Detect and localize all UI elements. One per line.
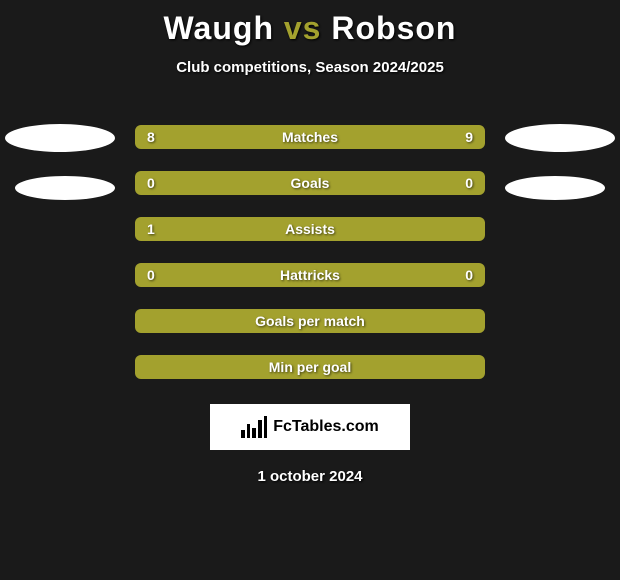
stat-left-value: 0 (147, 267, 155, 283)
stat-bar: 1 Assists (135, 217, 485, 241)
brand-badge: FcTables.com (210, 404, 410, 450)
stat-row: Min per goal (0, 344, 620, 390)
stat-left-value: 0 (147, 175, 155, 191)
stat-label: Goals (291, 175, 330, 191)
date-label: 1 october 2024 (0, 468, 620, 485)
stats-rows: 8 Matches 9 0 Goals 0 1 Assists 0 Hattri… (0, 114, 620, 390)
stat-label: Min per goal (269, 359, 351, 375)
stat-row: 0 Goals 0 (0, 160, 620, 206)
stat-label: Assists (285, 221, 335, 237)
comparison-title: Waugh vs Robson (0, 0, 620, 47)
stat-right-value: 0 (465, 267, 473, 283)
stat-left-value: 8 (147, 129, 155, 145)
stat-bar: 8 Matches 9 (135, 125, 485, 149)
stat-bar: 0 Goals 0 (135, 171, 485, 195)
stat-row: Goals per match (0, 298, 620, 344)
stat-bar: 0 Hattricks 0 (135, 263, 485, 287)
player2-name: Robson (331, 10, 456, 46)
stat-right-value: 9 (465, 129, 473, 145)
stat-row: 1 Assists (0, 206, 620, 252)
stat-row: 0 Hattricks 0 (0, 252, 620, 298)
vs-label: vs (284, 10, 322, 46)
subtitle: Club competitions, Season 2024/2025 (0, 59, 620, 76)
stat-right-value: 0 (465, 175, 473, 191)
player1-name: Waugh (164, 10, 274, 46)
stat-left-value: 1 (147, 221, 155, 237)
stat-bar: Goals per match (135, 309, 485, 333)
stat-bar: Min per goal (135, 355, 485, 379)
stat-label: Goals per match (255, 313, 365, 329)
stat-label: Matches (282, 129, 338, 145)
brand-text: FcTables.com (273, 418, 379, 436)
stat-row: 8 Matches 9 (0, 114, 620, 160)
bars-icon (241, 416, 267, 438)
stat-label: Hattricks (280, 267, 340, 283)
